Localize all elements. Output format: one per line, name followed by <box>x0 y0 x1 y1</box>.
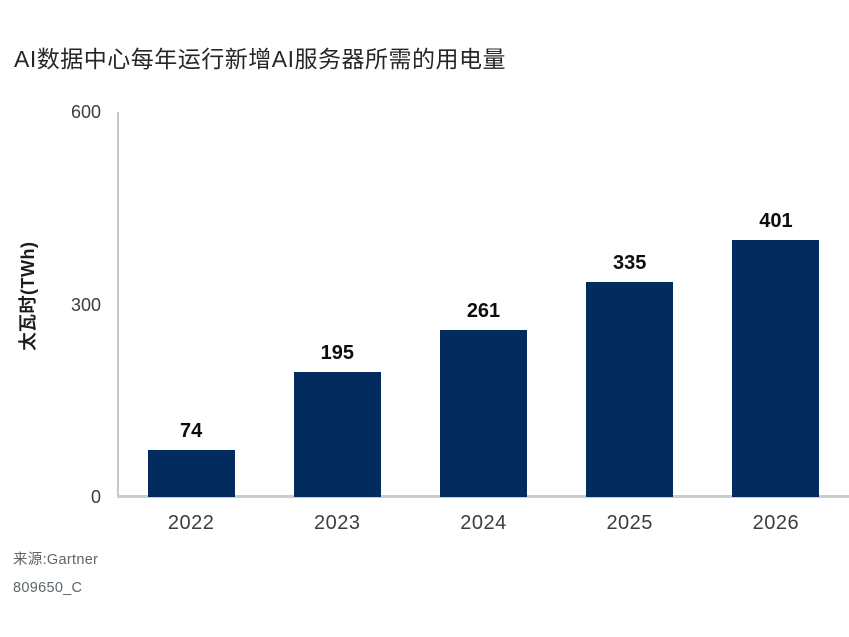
bar-value-label: 261 <box>466 300 501 322</box>
y-tick-label: 600 <box>70 102 101 122</box>
bar-group-2023: 195 <box>293 112 381 497</box>
plot-area: 74 195 261 335 401 <box>118 112 849 497</box>
x-tick-label: 2025 <box>606 512 653 534</box>
x-tick-label: 2022 <box>167 512 215 534</box>
bar-2023 <box>293 372 381 497</box>
bar-2025 <box>586 282 674 497</box>
bar-group-2025: 335 <box>586 112 674 497</box>
x-tick-label: 2026 <box>752 512 800 534</box>
bar-2024 <box>440 330 527 497</box>
source-attribution: 来源:Gartner <box>13 552 99 568</box>
x-tick-label: 2024 <box>460 512 507 534</box>
bar-value-label: 335 <box>613 252 647 274</box>
bar-value-label: 74 <box>179 420 203 442</box>
y-axis-line <box>117 112 119 498</box>
bar-2026 <box>732 240 820 497</box>
bar-value-label: 195 <box>320 342 354 364</box>
bar-group-2024: 261 <box>440 112 527 497</box>
source-document-id: 809650_C <box>13 580 83 596</box>
bar-group-2026: 401 <box>732 112 820 497</box>
x-tick-label: 2023 <box>314 512 361 534</box>
x-axis-ticks: 2022 2023 2024 2025 2026 <box>118 512 849 542</box>
y-tick-label: 300 <box>70 294 101 315</box>
bar-2022 <box>147 450 235 497</box>
bar-group-2022: 74 <box>147 112 235 497</box>
chart-title: AI数据中心每年运行新增AI服务器所需的用电量 <box>14 46 506 72</box>
y-axis-ticks: 0 300 600 <box>0 0 101 637</box>
source-block: 来源:Gartner 809650_C <box>13 546 98 602</box>
y-tick-label: 0 <box>90 487 101 507</box>
bar-value-label: 401 <box>759 210 793 232</box>
